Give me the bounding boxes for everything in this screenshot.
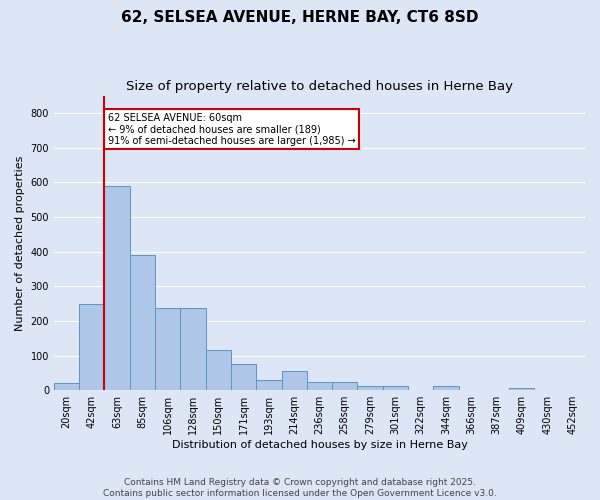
Bar <box>307 382 332 390</box>
Bar <box>332 382 358 390</box>
Text: 62, SELSEA AVENUE, HERNE BAY, CT6 8SD: 62, SELSEA AVENUE, HERNE BAY, CT6 8SD <box>121 10 479 25</box>
Text: Contains HM Land Registry data © Crown copyright and database right 2025.
Contai: Contains HM Land Registry data © Crown c… <box>103 478 497 498</box>
X-axis label: Distribution of detached houses by size in Herne Bay: Distribution of detached houses by size … <box>172 440 467 450</box>
Bar <box>383 386 408 390</box>
Y-axis label: Number of detached properties: Number of detached properties <box>15 155 25 330</box>
Bar <box>54 384 79 390</box>
Bar <box>281 371 307 390</box>
Text: 62 SELSEA AVENUE: 60sqm
← 9% of detached houses are smaller (189)
91% of semi-de: 62 SELSEA AVENUE: 60sqm ← 9% of detached… <box>107 113 355 146</box>
Bar <box>155 308 181 390</box>
Bar <box>130 255 155 390</box>
Bar <box>433 386 458 390</box>
Bar <box>231 364 256 390</box>
Bar <box>79 304 104 390</box>
Bar <box>206 350 231 390</box>
Title: Size of property relative to detached houses in Herne Bay: Size of property relative to detached ho… <box>126 80 513 93</box>
Bar <box>256 380 281 390</box>
Bar <box>104 186 130 390</box>
Bar <box>358 386 383 390</box>
Bar <box>181 308 206 390</box>
Bar <box>509 388 535 390</box>
